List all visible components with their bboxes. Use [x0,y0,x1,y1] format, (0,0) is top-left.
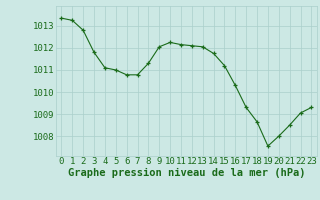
X-axis label: Graphe pression niveau de la mer (hPa): Graphe pression niveau de la mer (hPa) [68,168,305,178]
